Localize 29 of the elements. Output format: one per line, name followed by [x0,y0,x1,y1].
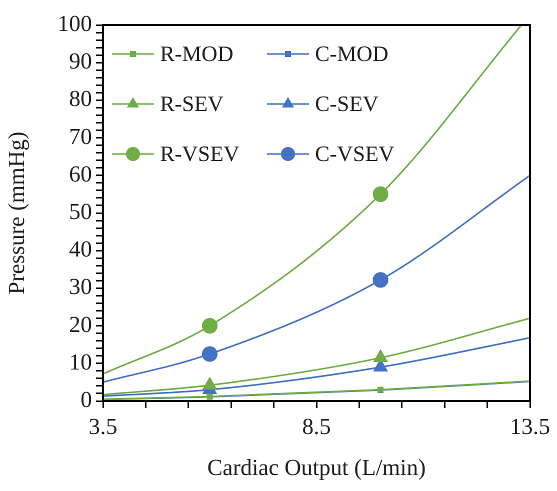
y-tick-label: 10 [69,349,92,374]
y-tick-label: 100 [58,11,92,36]
x-tick-label: 3.5 [88,414,118,439]
y-tick-label: 20 [69,312,92,337]
x-tick-label: 8.5 [302,414,331,439]
legend-label: C-VSEV [315,141,394,167]
point [372,272,388,288]
y-tick-label: 80 [69,86,92,112]
legend-label: R-SEV [160,91,224,117]
x-axis-title: Cardiac Output (L/min) [207,455,426,480]
point [202,346,218,362]
legend-label: R-VSEV [160,141,240,167]
y-tick-label: 50 [69,199,92,224]
legend-label: C-SEV [315,91,379,117]
y-tick-label: 0 [80,387,92,412]
legend-label: R-MOD [160,41,234,67]
y-tick-label: 30 [69,274,92,300]
line-series [103,174,530,383]
y-tick-label: 90 [69,48,92,74]
line-series [103,25,522,375]
y-axis-title: Pressure (mmHg) [4,132,29,294]
y-tick-label: 40 [69,236,92,262]
point [372,186,388,202]
point [202,318,218,334]
y-tick-label: 60 [69,161,92,186]
x-tick-label: 13.5 [510,414,550,439]
line-series [103,337,530,397]
legend-label: C-MOD [315,41,388,67]
y-tick-label: 70 [69,124,92,149]
